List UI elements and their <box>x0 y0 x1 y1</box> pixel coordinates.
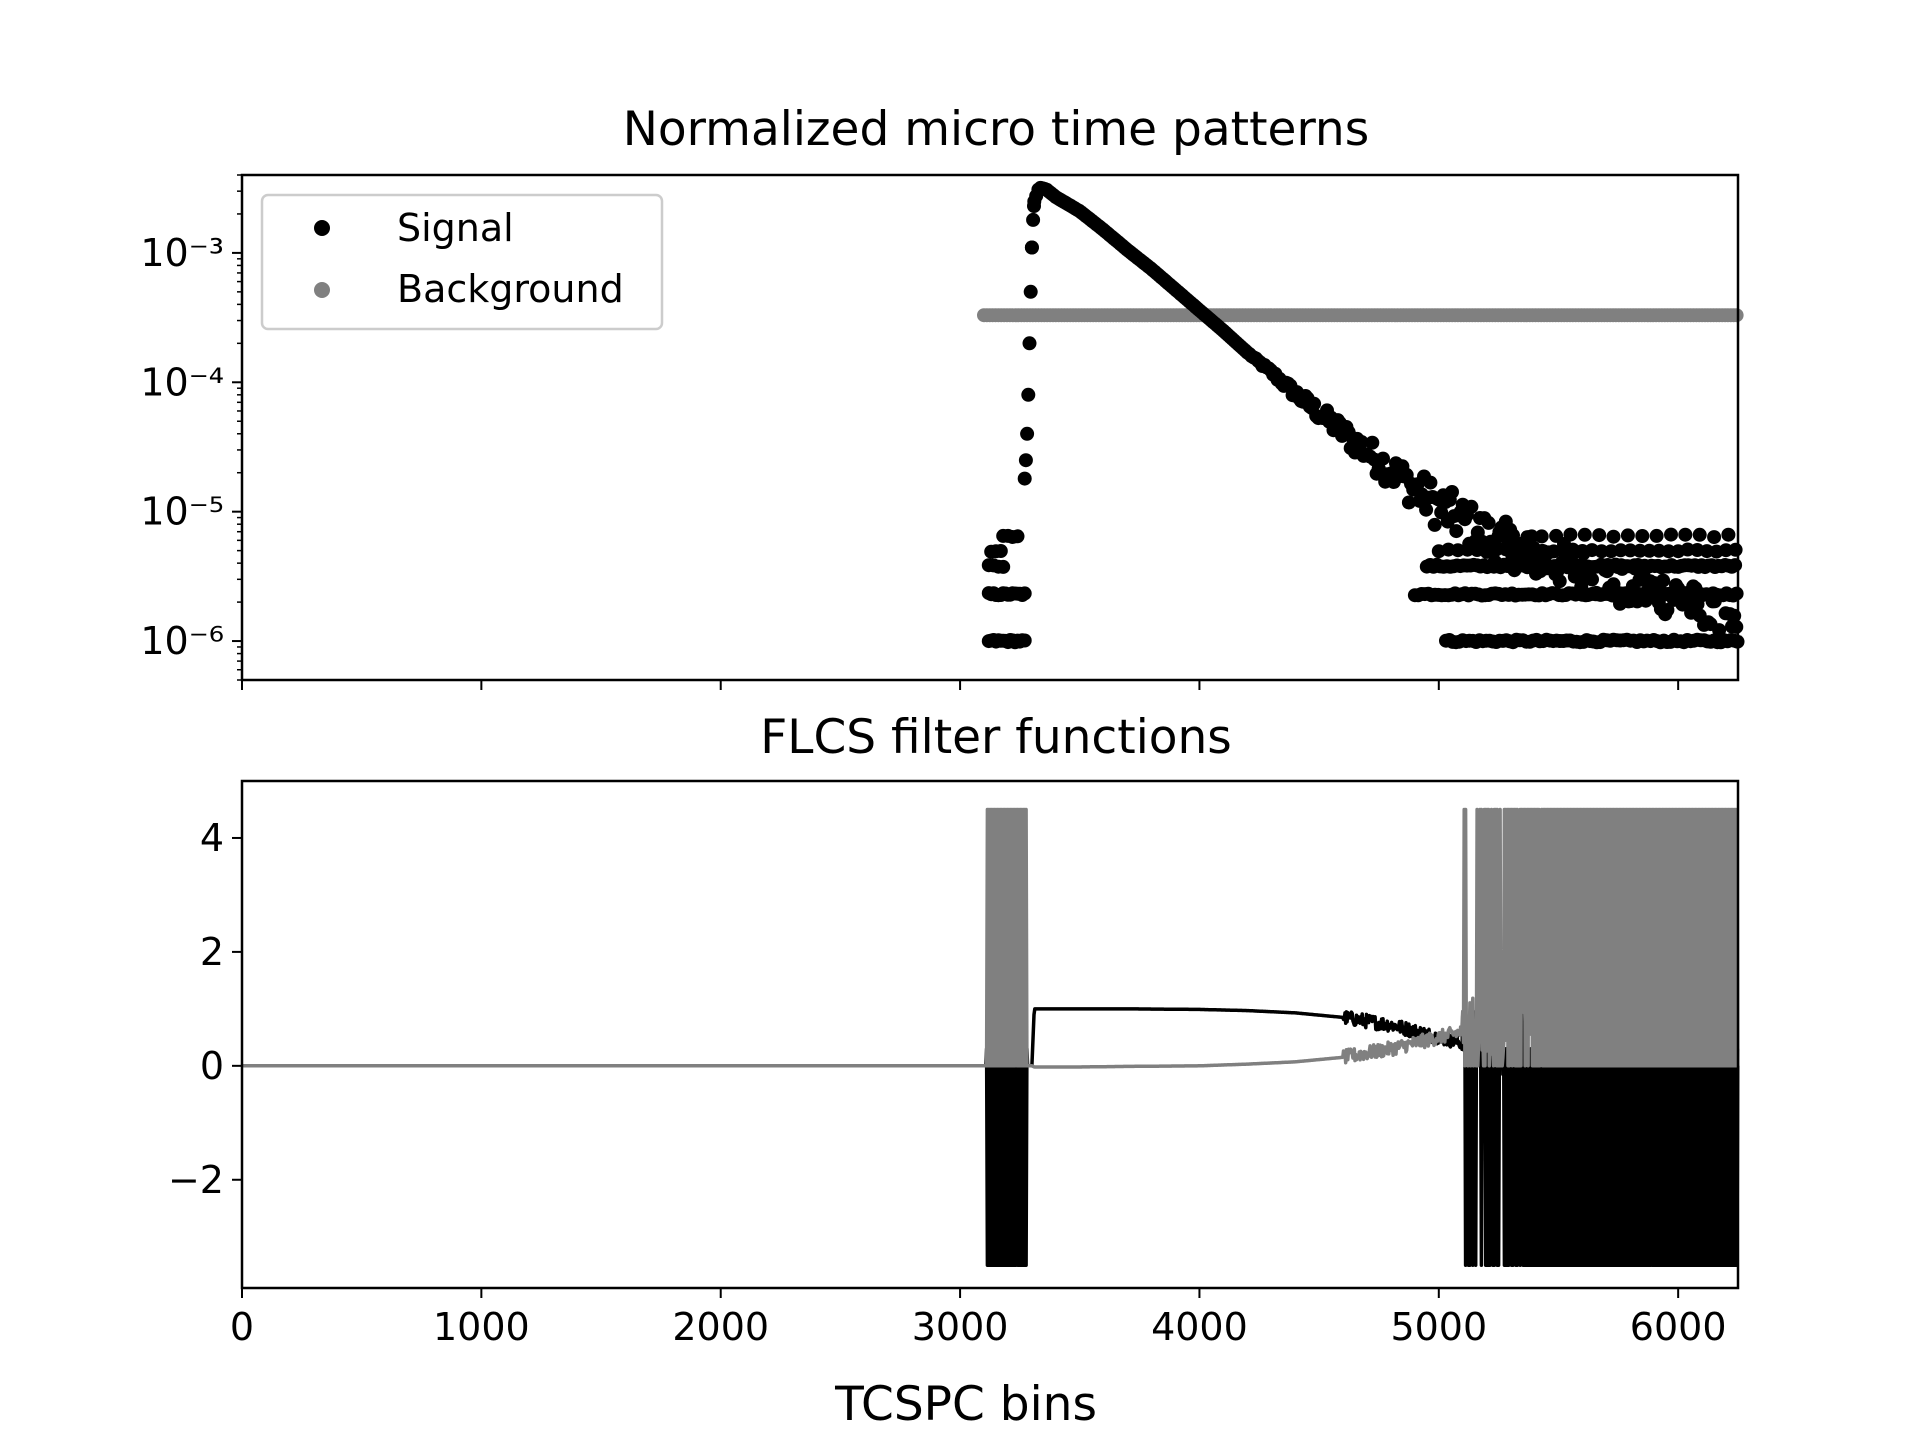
signal-point <box>1307 396 1322 411</box>
top-y-tick-label: 10⁻³ <box>140 231 224 275</box>
x-axis-label: TCSPC bins <box>834 1377 1097 1432</box>
signal-point <box>1365 435 1380 450</box>
legend-signal-label: Signal <box>397 206 514 250</box>
signal-point <box>1427 517 1442 532</box>
signal-point <box>1721 527 1736 542</box>
signal-point <box>1020 426 1035 441</box>
signal-point <box>1423 475 1438 490</box>
top-y-tick-label: 10⁻⁴ <box>140 360 224 404</box>
signal-point <box>1656 573 1671 588</box>
signal-point <box>1024 240 1039 255</box>
signal-point <box>1707 530 1722 545</box>
signal-point <box>1577 527 1592 542</box>
signal-point <box>1692 527 1707 542</box>
top-y-tick-label: 10⁻⁶ <box>140 619 224 663</box>
signal-point <box>1661 544 1676 559</box>
signal-point <box>1678 527 1693 542</box>
signal-point <box>1728 542 1743 557</box>
legend-background-marker <box>314 282 330 298</box>
x-tick-label: 1000 <box>433 1305 530 1349</box>
signal-point <box>1592 528 1607 543</box>
signal-point <box>1549 528 1564 543</box>
x-tick-label: 3000 <box>912 1305 1009 1349</box>
signal-point <box>1021 387 1036 402</box>
bottom-y-tick-label: 0 <box>200 1044 224 1088</box>
signal-point <box>1649 528 1664 543</box>
signal-point <box>1635 529 1650 543</box>
signal-point <box>1481 515 1496 530</box>
signal-point <box>1620 528 1635 543</box>
x-tick-label: 2000 <box>672 1305 769 1349</box>
signal-point <box>1449 524 1464 539</box>
signal-point <box>1729 586 1744 601</box>
top-y-tick-label: 10⁻⁵ <box>140 490 224 534</box>
x-tick-label: 5000 <box>1390 1305 1487 1349</box>
background-point <box>1729 308 1744 323</box>
bottom-plot-marks <box>240 807 1740 1267</box>
top-plot: Normalized micro time patterns 10⁻³10⁻⁴1… <box>140 102 1745 690</box>
signal-point <box>1660 603 1675 617</box>
legend-frame <box>260 193 664 331</box>
signal-point <box>1445 485 1459 499</box>
x-tick-label: 0 <box>230 1305 254 1349</box>
bottom-y-tick-label: −2 <box>168 1158 224 1202</box>
background-filter-line <box>240 807 1740 1069</box>
signal-point <box>1491 528 1506 543</box>
signal-point <box>1552 574 1567 589</box>
signal-point <box>1026 212 1041 227</box>
signal-point <box>1527 544 1542 559</box>
signal-point <box>1464 499 1479 514</box>
signal-point <box>1520 530 1535 545</box>
signal-point <box>993 544 1008 558</box>
x-tick-label: 6000 <box>1630 1305 1727 1349</box>
signal-point <box>1023 284 1038 299</box>
signal-point <box>1563 527 1578 542</box>
bottom-y-tick-label: 2 <box>200 930 224 974</box>
signal-point <box>1010 529 1025 544</box>
signal-point <box>1017 471 1032 486</box>
signal-point <box>1664 527 1678 542</box>
top-plot-frame <box>240 173 1740 682</box>
legend-signal-marker <box>314 220 330 236</box>
signal-point <box>1728 558 1743 573</box>
signal-point <box>1606 529 1621 544</box>
signal-point <box>1534 529 1549 544</box>
signal-point <box>1729 619 1744 634</box>
signal-point <box>1018 453 1033 468</box>
signal-point <box>1027 194 1042 209</box>
legend: Signal Background <box>260 193 664 331</box>
signal-point <box>1642 543 1657 558</box>
top-plot-marks <box>977 180 1745 650</box>
bottom-y-tick-label: 4 <box>200 816 224 860</box>
signal-point <box>1376 451 1390 466</box>
top-plot-axes: 10⁻³ 10⁻⁴ 10⁻⁵ 10⁻⁶ <box>140 174 1680 690</box>
bottom-plot-title: FLCS filter functions <box>760 710 1232 765</box>
bottom-plot: FLCS filter functions 4 2 0 −2 0 1000 2000 3000… <box>168 710 1740 1432</box>
x-tick-label: 4000 <box>1151 1305 1248 1349</box>
signal-point <box>1419 502 1434 517</box>
signal-point <box>996 559 1011 574</box>
signal-point <box>1506 528 1520 543</box>
signal-point <box>1022 336 1037 351</box>
signal-point <box>1354 435 1369 449</box>
bottom-plot-frame <box>240 779 1740 1290</box>
signal-point <box>1585 572 1599 587</box>
signal-point <box>1017 586 1032 601</box>
signal-point <box>1017 633 1032 648</box>
legend-background-label: Background <box>397 267 624 311</box>
bottom-plot-axes: 4 2 0 −2 0 1000 2000 3000 4000 5000 6000 <box>168 816 1727 1349</box>
top-plot-title: Normalized micro time patterns <box>623 102 1369 157</box>
signal-point <box>1401 495 1416 510</box>
